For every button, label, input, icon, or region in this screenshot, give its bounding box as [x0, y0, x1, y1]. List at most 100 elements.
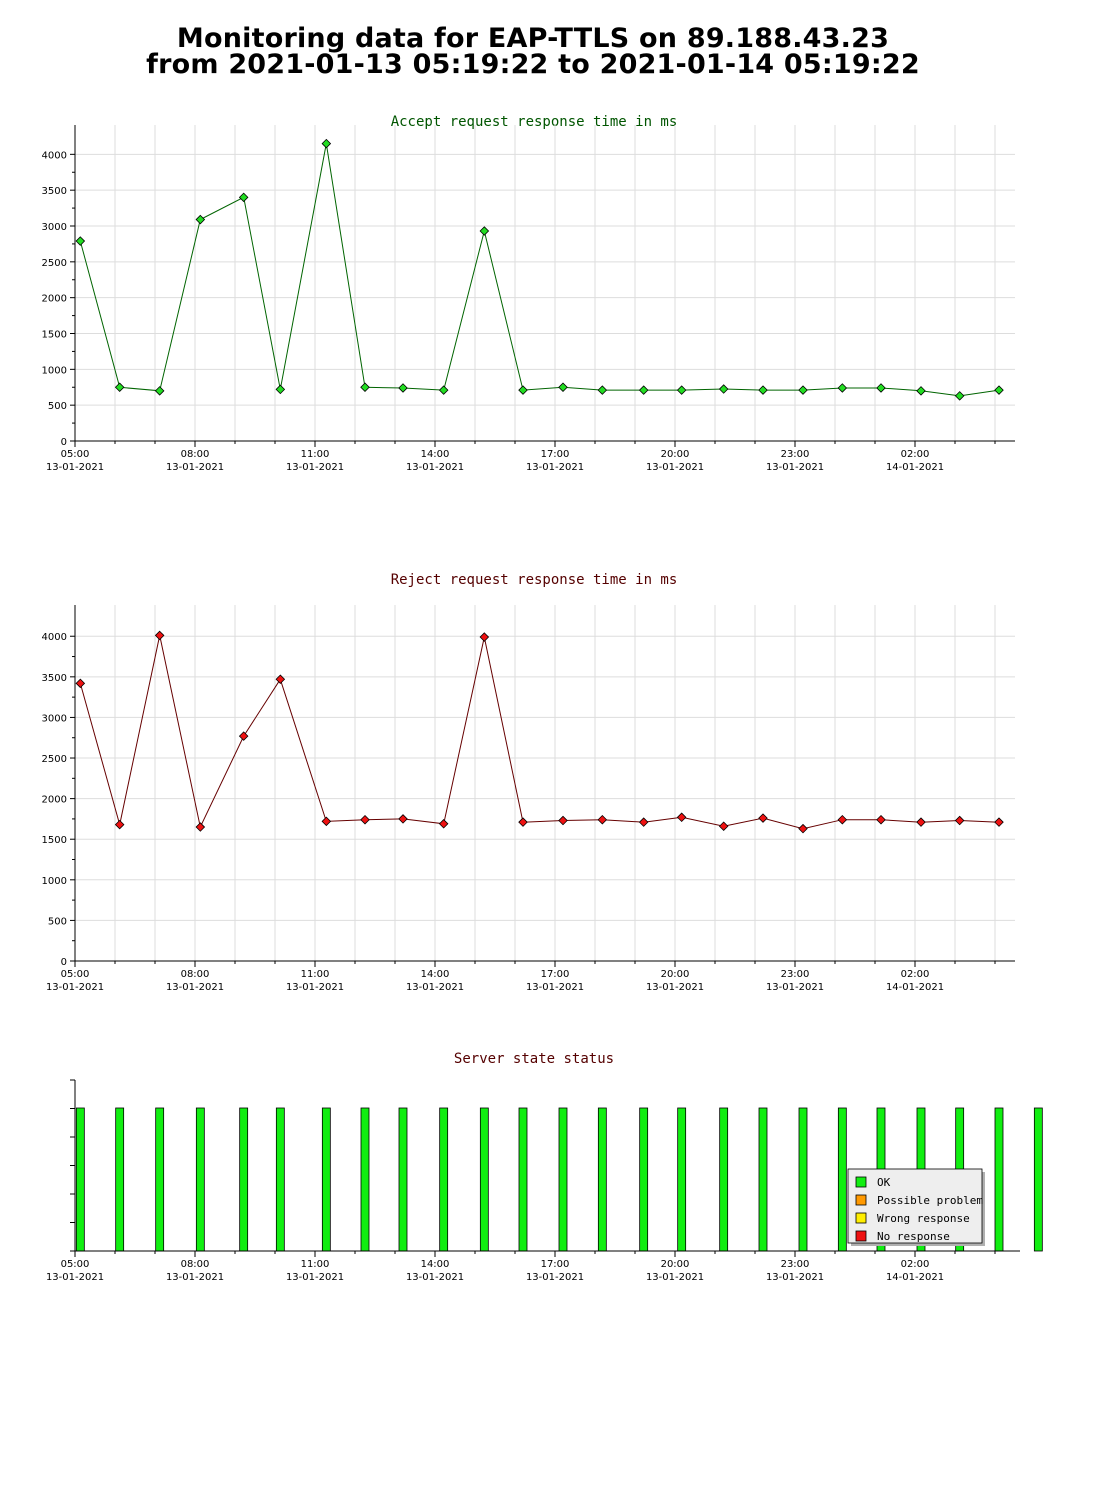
data-point: [837, 814, 848, 825]
x-tick-label-time: 05:00: [61, 449, 90, 460]
legend-box: [847, 1168, 983, 1244]
data-point: [558, 382, 568, 393]
y-tick-label: 500: [48, 401, 67, 412]
x-tick-label-date: 13-01-2021: [46, 462, 104, 473]
page-title-line-1: Monitoring data for EAP-TTLS on 89.188.4…: [176, 23, 890, 54]
data-point: [479, 632, 490, 642]
x-tick-label-date: 13-01-2021: [526, 462, 584, 473]
y-tick-label: 4000: [42, 632, 67, 643]
status-bar: [239, 1107, 249, 1252]
y-tick-label: 0: [61, 437, 67, 448]
x-tick-label-time: 23:00: [781, 449, 810, 460]
x-tick-label-date: 13-01-2021: [166, 982, 224, 993]
legend-swatch: [855, 1194, 867, 1206]
status-bar: [837, 1107, 847, 1252]
legend-swatch: [855, 1176, 867, 1188]
data-point: [676, 812, 687, 823]
x-tick-label-time: 02:00: [901, 449, 930, 460]
data-point: [954, 391, 965, 401]
x-tick-label-time: 14:00: [421, 449, 450, 460]
status-bar: [758, 1107, 768, 1252]
data-point: [597, 814, 608, 825]
data-point: [238, 192, 249, 203]
y-tick-label: 4000: [42, 150, 67, 161]
y-tick-label: 1000: [42, 365, 67, 376]
status-bar: [677, 1107, 687, 1252]
reject-chart-title: Reject request response time in ms: [391, 572, 678, 588]
x-tick-label-date: 13-01-2021: [286, 982, 344, 993]
data-point: [916, 817, 926, 827]
data-point: [758, 385, 768, 395]
x-tick-label-time: 02:00: [901, 969, 930, 980]
data-point: [360, 382, 370, 393]
y-tick-label: 0: [61, 957, 67, 968]
data-point: [597, 385, 608, 395]
x-tick-label-time: 11:00: [301, 969, 330, 980]
legend-swatch: [855, 1212, 867, 1224]
data-point: [798, 385, 808, 395]
status-bar: [719, 1107, 729, 1252]
status-bar: [558, 1107, 568, 1252]
data-point: [994, 385, 1004, 395]
data-point: [75, 236, 86, 246]
data-point: [438, 819, 449, 829]
status-bar: [518, 1107, 528, 1252]
x-tick-label-time: 11:00: [301, 1259, 330, 1270]
x-tick-label-time: 20:00: [661, 449, 690, 460]
data-point: [75, 678, 86, 689]
data-point: [676, 385, 687, 395]
status-bar: [639, 1107, 649, 1252]
data-point: [558, 815, 568, 826]
status-bar: [195, 1107, 205, 1252]
accept-chart-title: Accept request response time in ms: [391, 114, 678, 130]
status-bar: [597, 1107, 607, 1252]
x-tick-label-date: 13-01-2021: [526, 982, 584, 993]
legend-label: No response: [877, 1230, 950, 1243]
y-tick-label: 1500: [42, 330, 67, 341]
data-point: [798, 823, 808, 834]
data-point: [360, 814, 370, 825]
data-point: [398, 814, 408, 824]
data-point: [718, 821, 729, 831]
y-tick-label: 2000: [42, 294, 67, 305]
data-point: [758, 813, 768, 823]
legend-swatch: [855, 1230, 867, 1242]
data-point: [238, 731, 249, 741]
x-tick-label-date: 14-01-2021: [886, 982, 944, 993]
y-tick-label: 3000: [42, 713, 67, 724]
x-tick-label-date: 13-01-2021: [46, 1272, 104, 1283]
status-bar: [398, 1107, 408, 1252]
x-tick-label-time: 17:00: [541, 449, 570, 460]
status-bar: [1033, 1107, 1043, 1252]
data-point: [275, 384, 286, 395]
x-tick-label-time: 20:00: [661, 969, 690, 980]
x-tick-label-date: 13-01-2021: [766, 982, 824, 993]
data-point: [638, 385, 649, 395]
data-point: [718, 384, 729, 394]
reject-response-chart: Reject request response time in ms 05:00…: [42, 572, 1015, 993]
x-tick-label-date: 13-01-2021: [286, 462, 344, 473]
status-bar: [360, 1107, 370, 1252]
x-tick-label-date: 14-01-2021: [886, 462, 944, 473]
data-point: [321, 138, 332, 149]
data-point: [154, 630, 165, 641]
data-point: [876, 814, 886, 825]
data-point: [321, 816, 332, 827]
y-tick-label: 3500: [42, 673, 67, 684]
y-tick-label: 500: [48, 916, 67, 927]
status-bar: [479, 1107, 489, 1252]
status-bar: [321, 1107, 331, 1252]
legend-label: Wrong response: [877, 1212, 970, 1225]
x-tick-label-time: 20:00: [661, 1259, 690, 1270]
x-tick-label-date: 13-01-2021: [286, 1272, 344, 1283]
x-tick-label-time: 14:00: [421, 969, 450, 980]
data-point: [994, 817, 1004, 827]
accept-response-chart: Accept request response time in ms 05:00…: [42, 114, 1015, 473]
status-bar: [994, 1107, 1004, 1252]
status-bar: [75, 1107, 85, 1252]
legend-label: OK: [877, 1176, 891, 1189]
legend-label: Possible problem: [877, 1194, 983, 1207]
page-title-line-2: from 2021-01-13 05:19:22 to 2021-01-14 0…: [146, 49, 920, 80]
x-tick-label-time: 02:00: [901, 1259, 930, 1270]
x-tick-label-date: 13-01-2021: [646, 1272, 704, 1283]
